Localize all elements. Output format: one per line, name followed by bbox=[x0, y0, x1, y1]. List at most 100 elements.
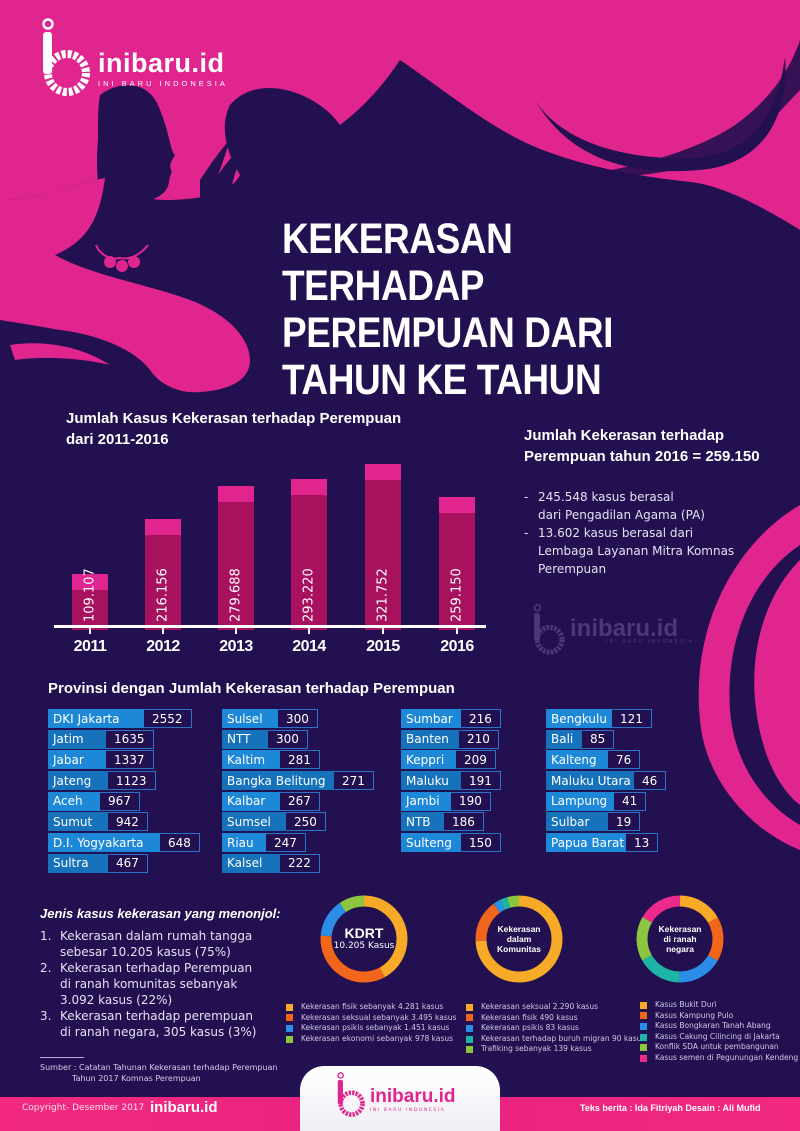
province-name: NTB bbox=[401, 812, 444, 832]
legend-swatch-icon bbox=[640, 1054, 647, 1062]
province-row: Kalteng 76 bbox=[546, 750, 666, 770]
donut-kdrt-title: KDRT bbox=[344, 925, 384, 941]
donut-segment bbox=[636, 895, 724, 983]
province-name: Aceh bbox=[48, 791, 100, 811]
footer-b-icon bbox=[337, 1072, 365, 1117]
brand-logo[interactable]: inibaru.id INI BARU INDONESIA bbox=[40, 18, 228, 98]
province-row: Sulteng 150 bbox=[401, 833, 501, 853]
footer-brand-link[interactable]: inibaru.id bbox=[150, 1099, 218, 1116]
province-name: Banten bbox=[401, 729, 459, 749]
source-note: Sumber : Catatan Tahunan Kekerasan terha… bbox=[40, 1062, 278, 1084]
bar-value-label: 216.156 bbox=[155, 568, 171, 622]
province-name: Sumbar bbox=[401, 709, 461, 728]
province-value: 1123 bbox=[108, 771, 156, 791]
legend-swatch-icon bbox=[640, 1022, 647, 1030]
province-column: Sumbar 216 Banten 210 Keppri 209 Maluku 191 Jamb… bbox=[401, 709, 501, 854]
x-axis-label: 2013 bbox=[219, 638, 253, 655]
source-line1: Sumber : Catatan Tahunan Kekerasan terha… bbox=[40, 1063, 278, 1072]
summary-2016-list: 245.548 kasus berasal dari Pengadilan Ag… bbox=[524, 488, 734, 578]
x-axis-label: 2012 bbox=[146, 638, 180, 655]
footer-logo[interactable]: inibaru.id INI BARU INDONESIA bbox=[336, 1072, 456, 1118]
legend-item: Kasus Bukit Duri bbox=[640, 1000, 798, 1011]
donut-label-line: dalam bbox=[506, 934, 532, 944]
province-row: Keppri 209 bbox=[401, 750, 501, 770]
province-row: Kalbar 267 bbox=[222, 791, 374, 811]
x-axis-tick bbox=[382, 628, 384, 634]
summary-item: 13.602 kasus berasal dari Lembaga Layana… bbox=[524, 524, 734, 578]
donut-negara-label: Kekerasan di ranah negara bbox=[634, 893, 726, 985]
province-value: 186 bbox=[444, 812, 484, 832]
province-row: Bangka Belitung 271 bbox=[222, 771, 374, 791]
province-row: Jateng 1123 bbox=[48, 771, 200, 791]
legend-swatch-icon bbox=[640, 1044, 647, 1052]
legend-item: Kekerasan seksual 2.290 kasus bbox=[466, 1002, 645, 1013]
province-value: 2552 bbox=[144, 709, 192, 728]
bar-2014: 293.220 bbox=[291, 479, 327, 630]
province-row: NTB 186 bbox=[401, 812, 501, 832]
bar-2012: 216.156 bbox=[145, 519, 181, 630]
bar-cap bbox=[365, 464, 401, 480]
donut-segment bbox=[475, 895, 563, 983]
summary-item-text: 13.602 kasus berasal dari bbox=[538, 526, 694, 540]
province-name: Bali bbox=[546, 729, 582, 749]
bar-value-label: 109.107 bbox=[82, 568, 98, 622]
page-title: KEKERASAN TERHADAP PEREMPUAN DARI TAHUN … bbox=[282, 215, 613, 404]
province-name: Sumsel bbox=[222, 812, 286, 832]
province-row: Maluku Utara 46 bbox=[546, 771, 667, 791]
province-name: Bengkulu bbox=[546, 709, 612, 728]
province-row: Jatim 1635 bbox=[48, 729, 200, 749]
province-row: Riau 247 bbox=[222, 833, 374, 853]
bar-value-label: 279.688 bbox=[228, 568, 244, 622]
summary-item-text: Perempuan bbox=[538, 562, 607, 576]
bar-chart-title-line1: Jumlah Kasus Kekerasan terhadap Perempua… bbox=[66, 410, 402, 427]
province-value: 648 bbox=[160, 833, 200, 853]
province-row: Jambi 190 bbox=[401, 791, 501, 811]
province-column: Sulsel 300 NTT 300 Kaltim 281 Bangka Belitung 2… bbox=[222, 709, 374, 875]
legend-swatch-icon bbox=[640, 1012, 647, 1020]
bar-cap bbox=[439, 497, 475, 513]
legend-kdrt: Kekerasan fisik sebanyak 4.281 kasus Keke… bbox=[286, 1002, 456, 1044]
province-row: Sumsel 250 bbox=[222, 812, 374, 832]
legend-item: Kasus Cakung Cilincing di Jakarta bbox=[640, 1032, 798, 1043]
donut-kdrt-ring bbox=[320, 895, 408, 983]
province-name: Sumut bbox=[48, 812, 108, 832]
legend-label: Kekerasan seksual 2.290 kasus bbox=[481, 1002, 598, 1011]
province-name: Jatim bbox=[48, 729, 106, 749]
watermark-logo: inibaru.id INI BARU INDONESIA bbox=[532, 604, 694, 656]
province-value: 250 bbox=[286, 812, 326, 832]
province-value: 191 bbox=[461, 771, 501, 791]
province-column: DKI Jakarta 2552 Jatim 1635 Jabar 1337 Jateng 1… bbox=[48, 709, 200, 875]
province-name: Jateng bbox=[48, 771, 108, 791]
province-row: Jabar 1337 bbox=[48, 750, 200, 770]
legend-label: Kekerasan fisik sebanyak 4.281 kasus bbox=[301, 1002, 444, 1011]
source-divider bbox=[40, 1057, 84, 1058]
legend-item: Trafiking sebanyak 139 kasus bbox=[466, 1044, 645, 1055]
legend-label: Kasus Kampung Pulo bbox=[655, 1010, 734, 1020]
legend-label: Kekerasan fisik 490 kasus bbox=[481, 1012, 578, 1022]
province-row: Bali 85 bbox=[546, 729, 666, 749]
legend-komunitas: Kekerasan seksual 2.290 kasus Kekerasan f… bbox=[466, 1002, 645, 1055]
province-value: 19 bbox=[608, 812, 641, 832]
donut-kdrt-subtitle: 10.205 Kasus bbox=[333, 941, 395, 951]
legend-label: Kasus Bongkaran Tanah Abang bbox=[655, 1021, 771, 1031]
summary-item: 245.548 kasus berasal dari Pengadilan Ag… bbox=[524, 488, 734, 524]
province-name: Kalteng bbox=[546, 750, 608, 770]
donut-komunitas: Kekerasan dalam Komunitas bbox=[473, 893, 565, 985]
bar-cap bbox=[218, 486, 254, 502]
donut-negara: Kekerasan di ranah negara bbox=[634, 893, 726, 985]
province-name: Jambi bbox=[401, 791, 451, 811]
province-value: 216 bbox=[461, 709, 501, 728]
case-type-text: Kekerasan dalam rumah tangga sebesar 10.2… bbox=[60, 929, 253, 959]
donut-segment bbox=[320, 895, 408, 983]
province-value: 967 bbox=[100, 791, 140, 811]
legend-swatch-icon bbox=[466, 1024, 473, 1032]
legend-item: Kekerasan fisik sebanyak 4.281 kasus bbox=[286, 1002, 456, 1013]
province-name: Maluku Utara bbox=[546, 771, 634, 791]
legend-swatch-icon bbox=[286, 1024, 293, 1032]
legend-item: Kekerasan terhadap buruh migran 90 kasus bbox=[466, 1034, 645, 1045]
summary-2016-title: Jumlah Kekerasan terhadap Perempuan tahu… bbox=[524, 425, 760, 467]
province-name: DKI Jakarta bbox=[48, 709, 144, 728]
province-row: Maluku 191 bbox=[401, 771, 501, 791]
brand-tagline: INI BARU INDONESIA bbox=[98, 78, 228, 88]
legend-swatch-icon bbox=[466, 1035, 473, 1043]
